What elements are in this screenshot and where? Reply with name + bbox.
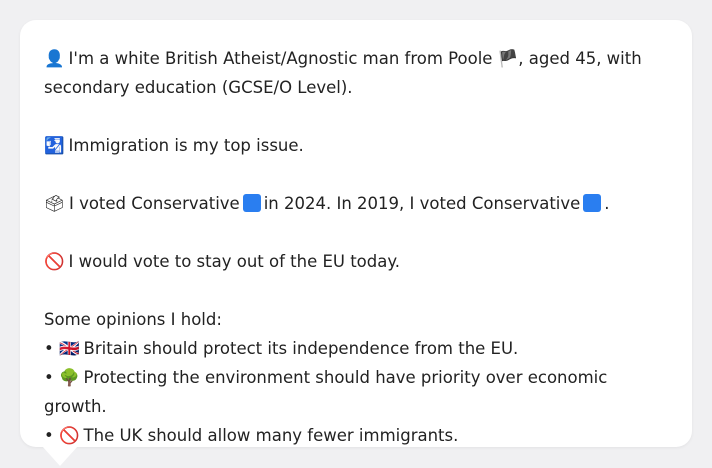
opinion-text: Britain should protect its independence … xyxy=(83,339,519,358)
eu-stance: 🚫 I would vote to stay out of the EU toda… xyxy=(44,247,668,276)
england-flag-icon: 🏴 xyxy=(497,49,519,68)
opinions-list: • 🇬🇧 Britain should protect its independe… xyxy=(44,334,668,450)
opinion-text: Protecting the environment should have p… xyxy=(44,368,608,416)
person-silhouette-icon: 👤 xyxy=(44,49,65,68)
bullet-dot: • xyxy=(44,426,59,445)
conservative-color-square-icon xyxy=(242,194,261,212)
bubble-tail xyxy=(42,446,78,466)
opinion-item: • 🇬🇧 Britain should protect its independe… xyxy=(44,334,668,363)
profile-intro: 👤 I'm a white British Atheist/Agnostic ma… xyxy=(44,44,668,102)
opinion-text: The UK should allow many fewer immigrant… xyxy=(83,426,459,445)
opinion-item: • 🌳 Protecting the environment should hav… xyxy=(44,363,668,421)
bullet-dot: • xyxy=(44,339,59,358)
ballot-box-icon: 🗳 xyxy=(44,194,65,213)
prohibited-icon: 🚫 xyxy=(58,426,80,445)
voting-history: 🗳 I voted Conservative in 2024. In 2019, I… xyxy=(44,189,668,218)
prohibited-icon: 🚫 xyxy=(44,252,65,271)
passport-control-icon: 🛂 xyxy=(44,136,65,155)
opinion-item: • 🚫 The UK should allow many fewer immigr… xyxy=(44,421,668,450)
message-bubble: 👤 I'm a white British Atheist/Agnostic ma… xyxy=(20,20,692,447)
top-issue: 🛂 Immigration is my top issue. xyxy=(44,131,668,160)
opinions-heading: Some opinions I hold: xyxy=(44,310,222,329)
uk-flag-icon: 🇬🇧 xyxy=(58,339,80,358)
bullet-dot: • xyxy=(44,368,59,387)
tree-icon: 🌳 xyxy=(58,368,80,387)
conservative-color-square-icon xyxy=(583,194,602,212)
